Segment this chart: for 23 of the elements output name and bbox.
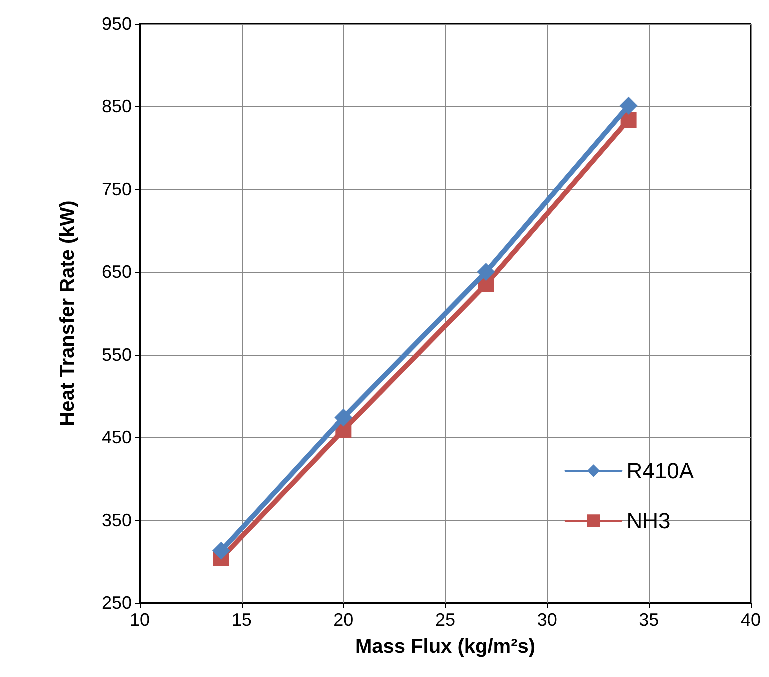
point xyxy=(620,96,638,115)
y-tick-label: 550 xyxy=(102,344,132,365)
x-tick-label: 35 xyxy=(639,610,660,630)
x-tick-label: 15 xyxy=(232,610,252,630)
point xyxy=(334,408,353,427)
x-tick-label: 25 xyxy=(435,610,456,630)
point xyxy=(477,263,496,282)
y-tick-label: 950 xyxy=(102,14,132,34)
legend-label: R410A xyxy=(626,458,694,484)
x-tick-label: 20 xyxy=(334,610,354,630)
y-tick-label: 750 xyxy=(102,179,132,200)
y-axis-title: Heat Transfer Rate (kW) xyxy=(57,200,79,426)
y-tick-label: 350 xyxy=(102,510,132,530)
y-tick-label: 650 xyxy=(102,262,132,282)
y-tick-label: 450 xyxy=(102,428,132,448)
x-axis-title: Mass Flux (kg/m²s) xyxy=(355,636,536,658)
y-tick-label: 850 xyxy=(102,96,132,117)
legend-label: NH3 xyxy=(626,508,671,534)
x-tick-label: 40 xyxy=(740,610,762,630)
x-tick-label: 30 xyxy=(537,610,558,630)
y-tick-label: 250 xyxy=(102,593,132,613)
point xyxy=(212,542,230,560)
x-tick-label: 10 xyxy=(130,610,150,630)
